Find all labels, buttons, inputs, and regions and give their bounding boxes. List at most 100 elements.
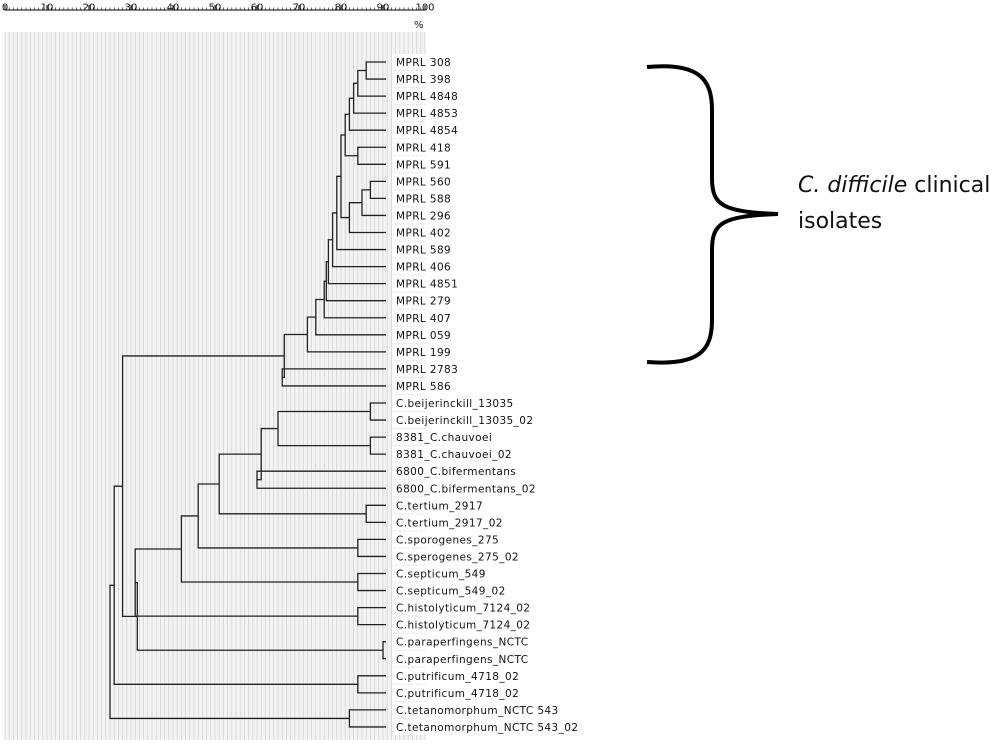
leaf-label: MPRL 4853: [396, 108, 458, 120]
leaf-label: MPRL 588: [396, 193, 451, 205]
similarity-scale: % 0 10 20 30 40 50 60 70 80 90 100: [2, 2, 435, 31]
leaf-label: C.histolyticum_7124_02: [396, 620, 530, 632]
leaf-label: MPRL 279: [396, 296, 451, 308]
leaf-label: MPRL 402: [396, 228, 451, 240]
leaf-label-bg: [392, 684, 582, 701]
annotation-species: C. difficile: [798, 173, 908, 198]
leaf-label: MPRL 406: [396, 262, 451, 274]
leaf-label: C.septicum_549_02: [396, 586, 506, 598]
leaf-label-bg: [392, 616, 582, 633]
leaf-label-bg: [392, 463, 582, 480]
scale-tick-label: 60: [251, 2, 264, 13]
leaf-label-bg: [392, 412, 582, 429]
leaf-label: C.sperogenes_275_02: [396, 551, 519, 563]
scale-unit-label: %: [414, 20, 424, 31]
leaf-label: MPRL 059: [396, 330, 451, 342]
leaf-label: C.paraperfingens_NCTC: [396, 654, 528, 666]
scale-tick-label: 80: [335, 2, 348, 13]
leaf-label: 8381_C.chauvoei_02: [396, 449, 512, 461]
dendrogram-branch: [109, 584, 350, 720]
leaf-label: MPRL 4848: [396, 91, 458, 103]
leaf-label: C.septicum_549: [396, 569, 486, 581]
leaf-label-bg: [392, 633, 582, 650]
leaf-label-bg: [392, 514, 582, 531]
leaf-label: MPRL 398: [396, 74, 451, 86]
leaf-label-bg: [392, 565, 582, 582]
leaf-labels: MPRL 308 MPRL 398 MPRL 4848 MPRL 4853 MPRL 4…: [392, 54, 582, 735]
leaf-label: C.beijerinckill_13035: [396, 398, 514, 410]
annotation-line-2: isolates: [798, 209, 883, 234]
leaf-label-bg: [392, 173, 582, 190]
leaf-label-bg: [392, 599, 582, 616]
leaf-label: MPRL 418: [396, 142, 451, 154]
leaf-label-bg: [392, 446, 582, 463]
leaf-label-bg: [392, 343, 582, 360]
leaf-label: MPRL 591: [396, 159, 451, 171]
scale-tick-label: 40: [167, 2, 180, 13]
leaf-label: 6800_C.bifermentans_02: [396, 483, 536, 495]
leaf-label-bg: [392, 139, 582, 156]
leaf-label: C.putrificum_4718_02: [396, 688, 519, 700]
leaf-label-bg: [392, 224, 582, 241]
leaf-label-bg: [392, 548, 582, 565]
leaf-label-bg: [392, 531, 582, 548]
leaf-label-bg: [392, 480, 582, 497]
leaf-label-bg: [392, 718, 582, 735]
scale-tick-label: 70: [293, 2, 306, 13]
leaf-label-bg: [392, 429, 582, 446]
leaf-label: MPRL 308: [396, 57, 451, 69]
scale-tick-label: 20: [83, 2, 96, 13]
leaf-label-bg: [392, 105, 582, 122]
scale-tick-label: 50: [209, 2, 222, 13]
leaf-label: C.putrificum_4718_02: [396, 671, 519, 683]
leaf-label-bg: [392, 292, 582, 309]
leaf-label: C.paraperfingens_NCTC: [396, 637, 528, 649]
leaf-label-bg: [392, 582, 582, 599]
leaf-label-bg: [392, 190, 582, 207]
leaf-label-bg: [392, 497, 582, 514]
leaf-label-bg: [392, 309, 582, 326]
scale-tick-label: 10: [41, 2, 54, 13]
leaf-label-bg: [392, 156, 582, 173]
leaf-label: MPRL 2783: [396, 364, 458, 376]
leaf-label: 6800_C.bifermentans: [396, 466, 516, 478]
leaf-label-bg: [392, 360, 582, 377]
cluster-annotation: C. difficile clinical isolates: [798, 168, 995, 240]
leaf-label: C.beijerinckill_13035_02: [396, 415, 533, 427]
leaf-label: C.tetanomorphum_NCTC 543: [396, 705, 559, 717]
leaf-label-bg: [392, 88, 582, 105]
annotation-line-1: C. difficile clinical: [798, 168, 995, 204]
leaf-label: MPRL 586: [396, 381, 451, 393]
leaf-label-bg: [392, 650, 582, 667]
leaf-label-bg: [392, 71, 582, 88]
annotation-word-clinical: clinical: [907, 173, 991, 198]
leaf-label: MPRL 407: [396, 313, 451, 325]
leaf-label: MPRL 589: [396, 245, 451, 257]
leaf-label-bg: [392, 667, 582, 684]
leaf-label: MPRL 560: [396, 176, 451, 188]
scale-tick-label: 30: [125, 2, 138, 13]
leaf-label-bg: [392, 54, 582, 70]
leaf-label: C.tetanomorphum_NCTC 543_02: [396, 722, 578, 734]
leaf-label: C.tertium_2917_02: [396, 517, 503, 529]
leaf-label: C.sporogenes_275: [396, 534, 499, 546]
leaf-label: 8381_C.chauvoei: [396, 432, 492, 444]
leaf-label: C.histolyticum_7124_02: [396, 603, 530, 615]
leaf-label-bg: [392, 326, 582, 343]
leaf-label-bg: [392, 122, 582, 139]
scale-tick-label: 100: [415, 2, 434, 13]
leaf-label-bg: [392, 207, 582, 224]
leaf-label: MPRL 4854: [396, 125, 458, 137]
leaf-label-bg: [392, 241, 582, 258]
leaf-label: C.tertium_2917: [396, 500, 483, 512]
scale-tick-label: 0: [2, 2, 8, 13]
cluster-brace: [646, 64, 779, 365]
leaf-label-bg: [392, 275, 582, 292]
leaf-label: MPRL 4851: [396, 279, 458, 291]
leaf-label: MPRL 296: [396, 210, 451, 222]
leaf-label-bg: [392, 258, 582, 275]
leaf-label-bg: [392, 395, 582, 411]
leaf-label: MPRL 199: [396, 347, 451, 359]
